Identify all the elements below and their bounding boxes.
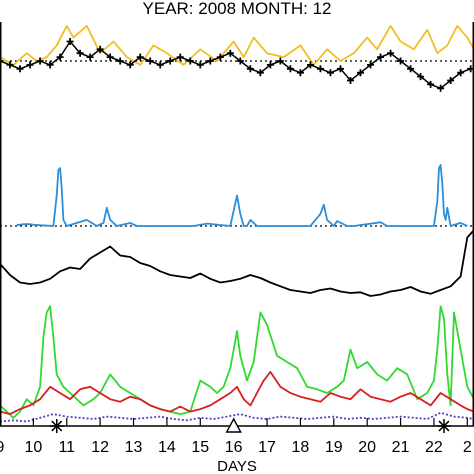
data-point — [106, 53, 114, 61]
data-point — [256, 69, 264, 77]
x-tick-label: 10 — [24, 439, 42, 456]
data-point — [286, 65, 294, 73]
data-point — [266, 61, 274, 69]
data-point — [437, 84, 445, 92]
asterisk-marker — [436, 419, 451, 433]
data-point — [457, 69, 465, 77]
x-tick-label: 14 — [158, 439, 176, 456]
data-point — [36, 57, 44, 65]
x-tick-label: 17 — [258, 439, 276, 456]
data-point — [186, 57, 194, 65]
plot-panels — [0, 24, 474, 423]
data-point — [246, 65, 254, 73]
asterisk-marker — [49, 419, 64, 433]
data-point — [0, 57, 4, 65]
x-axis: 9101112131415161718192021222 — [0, 22, 474, 456]
data-point — [417, 73, 425, 81]
data-point — [377, 53, 385, 61]
x-tick-label: 21 — [392, 439, 410, 456]
x-tick-label: 11 — [58, 439, 75, 456]
data-point — [46, 61, 54, 69]
series-line-bottom-2 — [0, 411, 474, 423]
series-top-1 — [0, 38, 474, 92]
data-point — [116, 57, 124, 65]
data-point — [76, 49, 84, 57]
data-point — [146, 57, 154, 65]
data-point — [216, 53, 224, 61]
data-point — [447, 77, 455, 84]
x-tick-label: 16 — [225, 439, 243, 456]
data-point — [346, 77, 354, 84]
series-line-lower-0 — [0, 229, 474, 297]
data-point — [66, 38, 74, 45]
data-point — [296, 69, 304, 77]
data-point — [196, 61, 204, 69]
data-point — [306, 61, 314, 69]
x-tick-label: 19 — [325, 439, 343, 456]
triangle-marker — [225, 417, 242, 433]
x-tick-label: 22 — [425, 439, 443, 456]
x-tick-label: 18 — [292, 439, 310, 456]
x-ticks: 9101112131415161718192021222 — [0, 418, 472, 456]
day-markers — [49, 417, 451, 433]
x-tick-label: 12 — [91, 439, 109, 456]
data-point — [26, 61, 34, 69]
data-point — [166, 57, 174, 65]
data-point — [387, 49, 395, 57]
x-tick-label: 13 — [125, 439, 143, 456]
data-point — [226, 49, 234, 57]
data-point — [86, 53, 94, 61]
x-tick-label: 20 — [358, 439, 376, 456]
data-point — [316, 65, 324, 73]
data-point — [136, 53, 144, 61]
data-point — [357, 69, 365, 77]
series-line-top-1 — [0, 40, 471, 90]
data-point — [427, 80, 435, 88]
series-line-top-0 — [0, 24, 474, 66]
x-tick-label: 2 — [463, 439, 472, 456]
data-point — [407, 65, 415, 73]
series-line-bottom-0 — [0, 305, 474, 419]
chart-title: YEAR: 2008 MONTH: 12 — [143, 0, 332, 18]
data-point — [156, 61, 164, 69]
series-line-middle-0 — [16, 164, 468, 227]
data-point — [326, 69, 334, 77]
data-point — [16, 65, 24, 73]
data-point — [336, 65, 344, 73]
data-point — [206, 57, 214, 65]
panel-lower — [0, 229, 474, 297]
panel-middle — [0, 164, 474, 227]
data-point — [96, 45, 104, 53]
x-tick-label: 15 — [191, 439, 209, 456]
data-point — [236, 57, 244, 65]
panel-top — [0, 24, 474, 92]
data-point — [367, 61, 375, 69]
data-point — [126, 61, 134, 69]
data-point — [276, 57, 284, 65]
data-point — [397, 57, 405, 65]
x-tick-label: 9 — [0, 439, 5, 456]
panel-bottom — [0, 305, 474, 423]
data-point — [6, 61, 14, 69]
series-line-bottom-1 — [0, 370, 474, 416]
data-point — [176, 53, 184, 61]
x-axis-label: DAYS — [217, 458, 257, 474]
data-point — [56, 53, 64, 61]
